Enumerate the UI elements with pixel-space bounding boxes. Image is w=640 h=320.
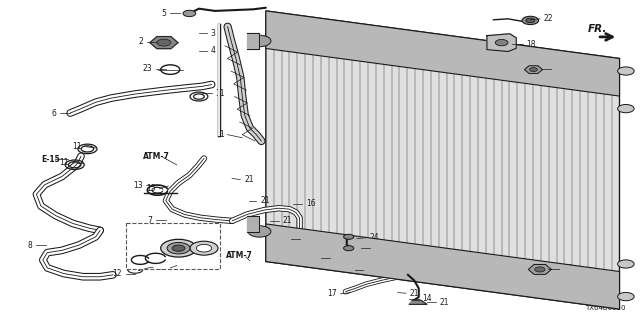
Circle shape (248, 226, 271, 237)
Text: 21: 21 (410, 289, 419, 298)
Text: 15: 15 (146, 184, 156, 193)
Text: 21: 21 (367, 266, 377, 275)
Text: 3: 3 (211, 28, 215, 38)
Text: FR.: FR. (588, 24, 607, 34)
Circle shape (196, 244, 212, 252)
Text: 9: 9 (136, 264, 141, 273)
Text: ATM-7: ATM-7 (143, 152, 170, 161)
Circle shape (618, 260, 634, 268)
Text: 5: 5 (161, 9, 166, 18)
Text: 11: 11 (72, 142, 82, 151)
Text: 21: 21 (303, 234, 313, 243)
Polygon shape (266, 11, 620, 309)
Text: 21: 21 (333, 253, 343, 262)
Text: 12: 12 (113, 269, 122, 278)
Text: 24: 24 (374, 244, 383, 253)
Circle shape (183, 10, 196, 17)
Text: TX64B0510: TX64B0510 (586, 305, 626, 311)
Text: 10: 10 (157, 263, 166, 272)
Text: 21: 21 (282, 216, 292, 225)
Polygon shape (266, 11, 620, 96)
Circle shape (618, 105, 634, 113)
Polygon shape (487, 34, 516, 52)
Circle shape (526, 18, 535, 23)
Polygon shape (246, 33, 259, 49)
Polygon shape (266, 224, 620, 309)
Circle shape (172, 245, 185, 252)
Text: ATM-7: ATM-7 (226, 251, 253, 260)
Text: 13: 13 (133, 181, 143, 190)
Polygon shape (409, 300, 427, 304)
Text: E-15: E-15 (41, 155, 60, 164)
Text: 14: 14 (422, 294, 432, 303)
Text: 21: 21 (260, 196, 269, 205)
Circle shape (618, 67, 634, 75)
Text: 8: 8 (28, 241, 33, 250)
Circle shape (344, 234, 354, 239)
Text: 6: 6 (51, 108, 56, 117)
Polygon shape (150, 36, 178, 49)
Text: 4: 4 (211, 46, 215, 55)
Circle shape (167, 243, 190, 254)
Text: 2: 2 (138, 37, 143, 46)
Text: 16: 16 (306, 199, 316, 208)
Text: 23: 23 (142, 64, 152, 73)
Circle shape (495, 39, 508, 46)
Text: 22: 22 (543, 14, 553, 23)
Text: 21: 21 (440, 298, 449, 307)
Circle shape (522, 16, 539, 25)
Text: 19: 19 (563, 264, 572, 273)
Circle shape (157, 39, 171, 46)
Circle shape (534, 267, 545, 272)
Text: 11: 11 (60, 158, 69, 167)
Text: 24: 24 (370, 233, 380, 242)
Text: 20: 20 (554, 64, 564, 73)
Polygon shape (246, 216, 259, 232)
Polygon shape (525, 66, 542, 73)
Bar (125, 223, 220, 269)
Text: 7: 7 (147, 216, 152, 225)
Text: 18: 18 (527, 40, 536, 49)
Circle shape (190, 241, 218, 255)
Polygon shape (529, 265, 551, 274)
Text: 21: 21 (244, 175, 253, 184)
Text: 1: 1 (219, 130, 224, 139)
Circle shape (344, 246, 354, 251)
Circle shape (618, 292, 634, 301)
Text: 17: 17 (327, 289, 337, 298)
Circle shape (161, 239, 196, 257)
Circle shape (529, 68, 538, 72)
Text: 11: 11 (216, 89, 225, 98)
Circle shape (248, 35, 271, 47)
